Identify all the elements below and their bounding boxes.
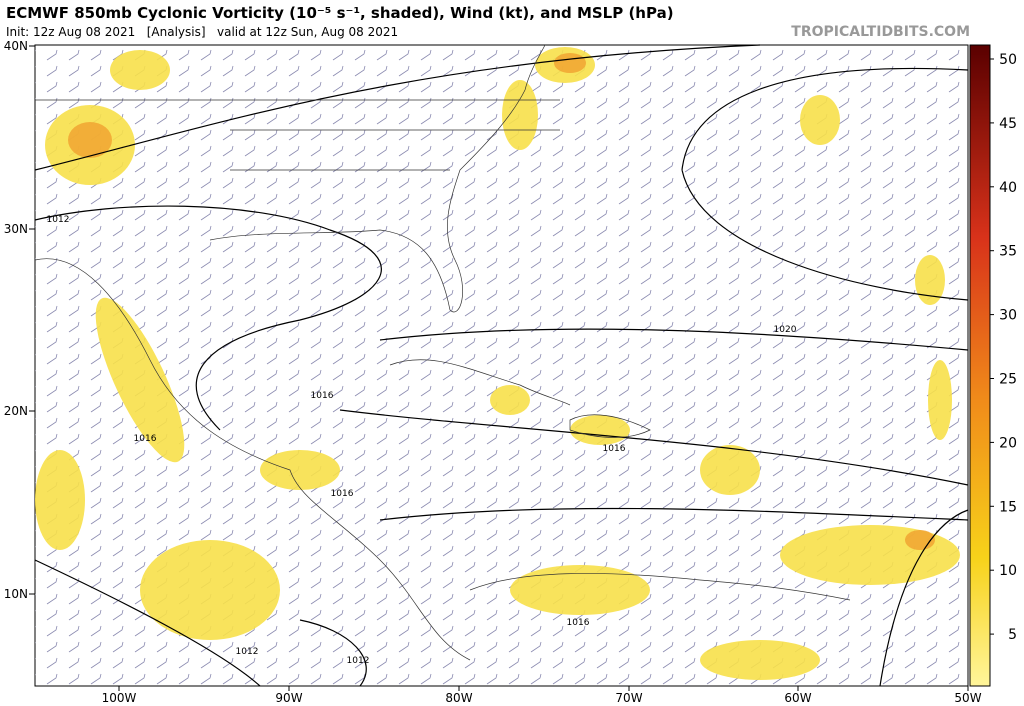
site-credit: TROPICALTIDBITS.COM [791,24,970,40]
isobar-label: 1016 [134,434,157,444]
colorbar-label: 30 [999,308,1017,324]
lat-label: 20N [4,404,28,418]
isobar-label: 1012 [347,656,370,666]
lon-label: 100W [102,691,137,705]
colorbar-label: 50 [999,52,1017,68]
colorbar-label: 5 [1008,627,1017,643]
subtitle: Init: 12z Aug 08 2021 [Analysis] valid a… [6,25,399,39]
isobar-label: 1016 [311,391,334,401]
colorbar-label: 45 [999,116,1017,132]
lat-label: 40N [4,39,28,53]
isobar-label: 1016 [331,489,354,499]
coastlines [34,44,851,661]
colorbar-label: 35 [999,244,1017,260]
isobar-label: 1020 [774,325,797,335]
lon-label: 50W [954,691,981,705]
lat-label: 10N [4,587,28,601]
lon-label: 90W [275,691,302,705]
isobar-label: 1012 [47,215,70,225]
isobar-label: 1012 [236,647,259,657]
colorbar-label: 15 [999,499,1017,515]
colorbar-label: 10 [999,563,1017,579]
isobars [34,44,969,687]
colorbar-label: 20 [999,435,1017,451]
lon-label: 80W [445,691,472,705]
lat-label: 30N [4,222,28,236]
vorticity-shading [35,47,960,680]
colorbar-label: 25 [999,372,1017,388]
title: ECMWF 850mb Cyclonic Vorticity (10⁻⁵ s⁻¹… [6,4,674,22]
isobar-label: 1016 [567,618,590,628]
lon-label: 70W [615,691,642,705]
colorbar-label: 40 [999,180,1017,196]
colorbar [969,44,991,687]
lon-label: 60W [784,691,811,705]
isobar-label: 1016 [603,444,626,454]
